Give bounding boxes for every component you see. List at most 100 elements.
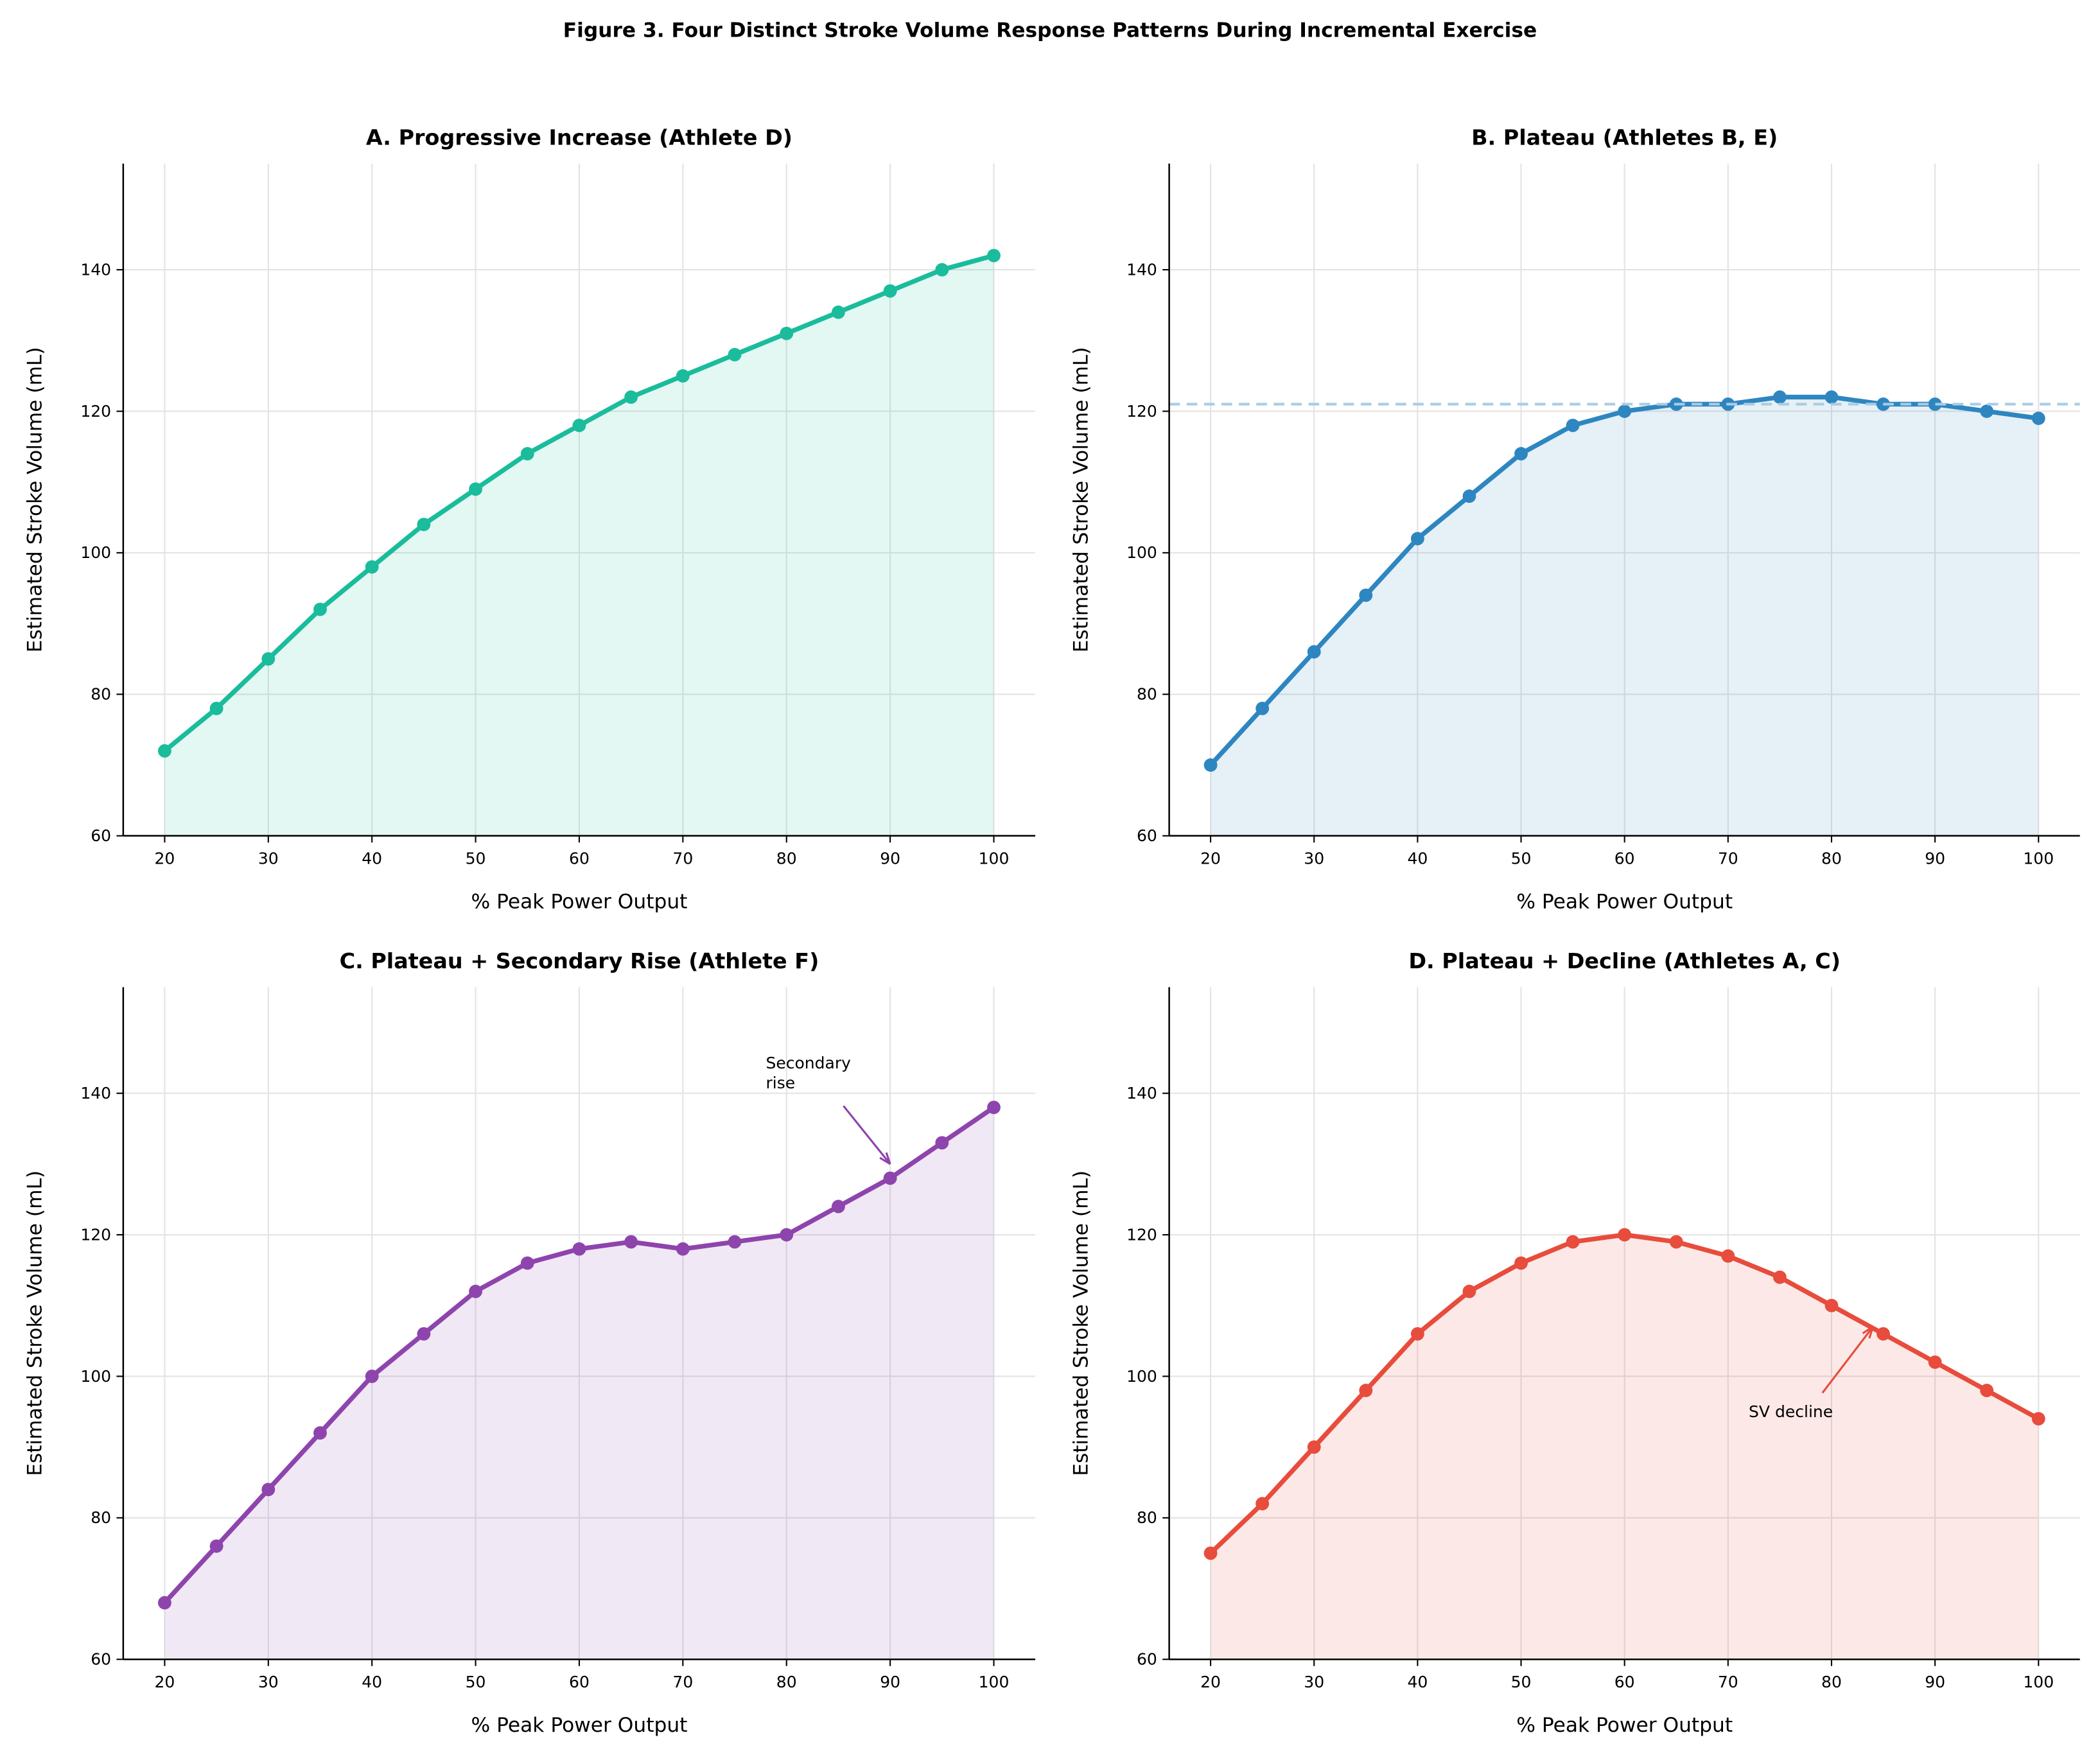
area (1211, 397, 2039, 836)
y-tick-label: 120 (1126, 1225, 1157, 1244)
x-tick-label: 40 (1407, 1673, 1428, 1691)
y-tick-label: 100 (80, 543, 111, 562)
x-tick-label: 20 (154, 1673, 175, 1691)
panel-title: D. Plateau + Decline (Athletes A, C) (1408, 948, 1841, 973)
point (883, 284, 897, 298)
x-axis-label: % Peak Power Output (471, 890, 688, 913)
point (261, 1483, 276, 1497)
annotation-arrow (843, 1105, 891, 1165)
point (883, 1171, 897, 1185)
point (1618, 1228, 1632, 1242)
x-tick-label: 100 (979, 1673, 1010, 1691)
y-tick-label: 120 (80, 402, 111, 421)
point (417, 1327, 431, 1341)
x-tick-label: 30 (258, 1673, 279, 1691)
point (831, 305, 845, 319)
x-tick-label: 90 (1925, 849, 1945, 867)
point (572, 1242, 586, 1256)
x-tick-label: 80 (1821, 849, 1842, 867)
annotation: Secondary rise (766, 1054, 851, 1092)
point (676, 1242, 690, 1256)
point (1669, 1235, 1683, 1249)
point (157, 744, 171, 758)
point (365, 1370, 379, 1383)
point (935, 263, 949, 277)
point (2031, 1412, 2045, 1425)
point (209, 701, 223, 715)
point (1514, 447, 1528, 461)
x-axis-label: % Peak Power Output (471, 1714, 688, 1737)
x-tick-label: 40 (362, 849, 382, 867)
x-tick-label: 20 (1200, 849, 1221, 867)
point (520, 1256, 534, 1270)
point (1980, 1384, 1994, 1397)
x-tick-label: 80 (776, 1673, 797, 1691)
x-tick-label: 70 (672, 1673, 693, 1691)
y-tick-label: 60 (91, 826, 111, 845)
point (1359, 588, 1373, 602)
point (469, 1284, 483, 1298)
x-tick-label: 80 (1821, 1673, 1842, 1691)
y-tick-label: 100 (1126, 1367, 1157, 1386)
x-tick-label: 70 (1718, 849, 1738, 867)
annotation-arrow (1821, 1326, 1874, 1394)
y-axis-label: Estimated Stroke Volume (mL) (24, 347, 47, 652)
point (417, 518, 431, 532)
x-tick-label: 40 (1407, 849, 1428, 867)
point (2031, 412, 2045, 425)
panel: 20 30 40 50 60 70 80 90 100 60 80 100 120 140 A. Progr… (24, 125, 1036, 913)
x-tick-label: 80 (776, 849, 797, 867)
point (935, 1136, 949, 1150)
point (676, 369, 690, 383)
point (1514, 1256, 1528, 1270)
x-tick-label: 50 (1511, 849, 1532, 867)
y-axis-label: Estimated Stroke Volume (mL) (1069, 1171, 1092, 1476)
panel-title: C. Plateau + Secondary Rise (Athlete F) (340, 948, 819, 973)
y-axis-label: Estimated Stroke Volume (mL) (24, 1171, 47, 1476)
y-tick-label: 60 (1137, 1650, 1157, 1669)
point (1203, 758, 1218, 772)
point (1928, 397, 1942, 411)
point (1462, 489, 1476, 503)
panel-title: B. Plateau (Athletes B, E) (1471, 125, 1778, 150)
x-tick-label: 50 (466, 849, 486, 867)
x-tick-label: 40 (362, 1673, 382, 1691)
x-tick-label: 100 (2023, 849, 2054, 867)
y-tick-label: 100 (80, 1367, 111, 1386)
point (1410, 1327, 1424, 1341)
point (728, 1235, 742, 1249)
point (1566, 419, 1580, 432)
arrow-head (1862, 1325, 1874, 1339)
panel: 20 30 40 50 60 70 80 90 100 60 80 100 120 140 B. Plate… (1069, 125, 2080, 913)
x-tick-label: 60 (569, 849, 590, 867)
point (1256, 1497, 1270, 1511)
point (1307, 1440, 1321, 1454)
point (313, 602, 327, 616)
y-tick-label: 100 (1126, 543, 1157, 562)
y-tick-label: 140 (1126, 1084, 1157, 1102)
y-tick-label: 80 (91, 1508, 111, 1527)
y-tick-label: 80 (91, 685, 111, 704)
area (1211, 1235, 2039, 1660)
y-tick-label: 120 (1126, 402, 1157, 421)
annotation: SV decline (1749, 1402, 1833, 1421)
x-axis-label: % Peak Power Output (1516, 1714, 1733, 1737)
point (1980, 405, 1994, 418)
y-tick-label: 120 (80, 1225, 111, 1244)
point (1359, 1384, 1373, 1397)
point (520, 447, 534, 461)
point (1824, 390, 1839, 404)
point (157, 1596, 171, 1610)
x-tick-label: 90 (1925, 1673, 1945, 1691)
point (1824, 1298, 1839, 1312)
point (780, 326, 794, 340)
point (624, 1235, 638, 1249)
y-tick-label: 140 (1126, 260, 1157, 279)
point (1462, 1284, 1476, 1298)
y-axis-label: Estimated Stroke Volume (mL) (1069, 347, 1092, 652)
y-tick-label: 80 (1137, 1508, 1157, 1527)
x-tick-label: 60 (1614, 849, 1635, 867)
point (1772, 1270, 1787, 1284)
